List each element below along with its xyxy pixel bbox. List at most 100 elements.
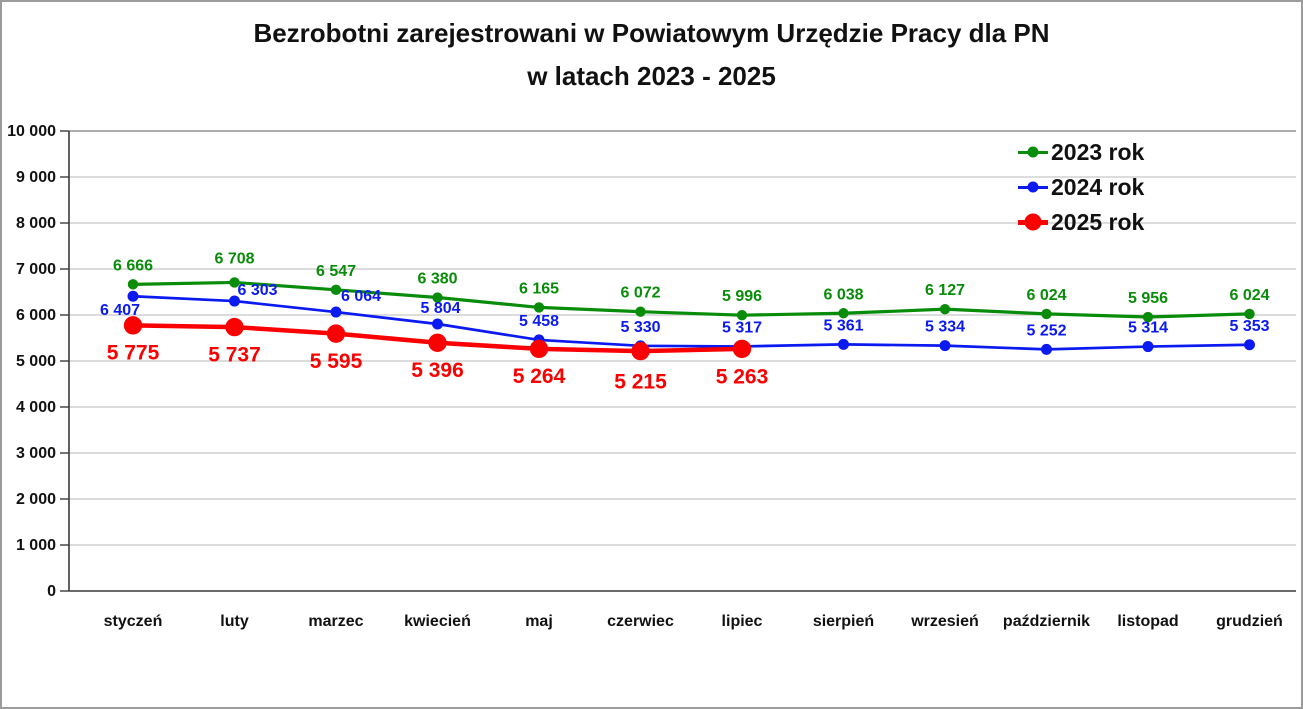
legend-dot-2025-icon — [1024, 213, 1042, 231]
data-label-2023-rok: 6 024 — [1229, 287, 1269, 304]
y-axis-label: 5 000 — [16, 353, 56, 370]
data-point-2025-rok — [428, 333, 447, 352]
x-axis-label: lipiec — [722, 613, 763, 630]
data-point-2023-rok — [838, 308, 849, 319]
data-point-2023-rok — [330, 284, 342, 296]
data-point-2023-rok — [939, 303, 951, 315]
data-label-2023-rok: 6 165 — [519, 280, 559, 297]
data-label-2024-rok: 5 314 — [1128, 320, 1168, 337]
data-label-2023-rok: 6 072 — [620, 285, 660, 302]
legend-label-2023: 2023 rok — [1051, 138, 1145, 165]
x-axis-label: wrzesień — [910, 613, 979, 630]
series-line-2023-rok — [131, 280, 1252, 319]
data-point-2025-rok — [631, 341, 650, 361]
data-point-2025-rok — [529, 339, 549, 359]
y-axis-label: 6 000 — [16, 307, 56, 324]
series-line-2024-rok — [131, 294, 1251, 351]
data-point-2024-rok — [127, 290, 139, 302]
data-label-2024-rok: 5 353 — [1229, 318, 1269, 335]
data-point-2024-rok — [1244, 339, 1255, 351]
data-label-2023-rok: 6 038 — [823, 286, 863, 303]
data-label-2025-rok: 5 595 — [310, 350, 363, 373]
x-axis-label: styczeń — [104, 613, 163, 630]
y-axis-label: 1 000 — [16, 537, 56, 554]
data-point-2025-rok — [732, 339, 752, 359]
chart-title: Bezrobotni zarejestrowani w Powiatowym U… — [2, 12, 1301, 98]
data-point-2024-rok — [1041, 343, 1052, 355]
data-point-2023-rok — [1041, 308, 1052, 320]
data-label-2024-rok: 5 330 — [620, 319, 660, 336]
data-point-2023-rok — [432, 292, 443, 303]
legend-item-2024: 2024 rok — [1018, 174, 1144, 200]
data-label-2025-rok: 5 263 — [716, 365, 769, 388]
x-axis-label: listopad — [1117, 613, 1178, 630]
data-point-2023-rok — [229, 277, 240, 288]
data-label-2023-rok: 6 547 — [316, 263, 356, 280]
data-label-2024-rok: 5 361 — [823, 317, 863, 334]
legend-item-2025: 2025 rok — [1018, 209, 1144, 235]
legend-label-2024: 2024 rok — [1051, 173, 1145, 200]
y-axis-label: 9 000 — [16, 169, 56, 186]
data-label-2023-rok: 5 996 — [722, 288, 762, 305]
legend-line-2023-icon — [1018, 146, 1048, 158]
x-axis-label: październik — [1003, 613, 1090, 630]
data-label-2024-rok: 5 317 — [722, 319, 762, 336]
data-point-2023-rok — [127, 279, 139, 290]
data-label-2025-rok: 5 396 — [411, 359, 464, 382]
data-point-2025-rok — [123, 316, 143, 335]
x-axis-label: marzec — [308, 613, 363, 630]
chart-title-line1: Bezrobotni zarejestrowani w Powiatowym U… — [253, 18, 1050, 48]
data-label-2024-rok: 6 407 — [100, 302, 140, 319]
legend-line-2025-icon — [1018, 213, 1048, 231]
data-point-2025-rok — [326, 324, 346, 343]
y-axis-label: 8 000 — [16, 215, 56, 232]
data-label-2023-rok: 6 024 — [1026, 287, 1066, 304]
data-label-2024-rok: 5 334 — [925, 319, 965, 336]
data-point-2023-rok — [635, 306, 646, 317]
data-label-2025-rok: 5 737 — [208, 343, 261, 366]
y-axis-label: 3 000 — [16, 445, 56, 462]
data-point-2024-rok — [229, 295, 240, 307]
data-point-2023-rok — [1244, 308, 1255, 320]
x-axis-label: kwiecień — [404, 613, 471, 630]
legend-dot-2023-icon — [1027, 146, 1039, 158]
chart-title-line2: w latach 2023 - 2025 — [527, 61, 776, 91]
data-point-2024-rok — [432, 318, 443, 330]
data-label-2024-rok: 5 458 — [519, 313, 559, 330]
y-axis-label: 2 000 — [16, 491, 56, 508]
data-point-2023-rok — [736, 309, 748, 321]
data-label-2025-rok: 5 775 — [107, 342, 160, 365]
data-label-2023-rok: 5 956 — [1128, 290, 1168, 307]
data-label-2024-rok: 6 064 — [341, 288, 381, 305]
data-point-2023-rok — [533, 302, 545, 313]
y-axis-label: 0 — [47, 583, 56, 600]
y-axis-label: 7 000 — [16, 261, 56, 278]
x-axis-label: sierpień — [813, 613, 874, 630]
data-label-2023-rok: 6 666 — [113, 257, 153, 274]
legend-item-2023: 2023 rok — [1018, 139, 1144, 165]
legend-dot-2024-icon — [1027, 181, 1039, 193]
y-axis-label: 4 000 — [16, 399, 56, 416]
data-label-2025-rok: 5 215 — [614, 370, 667, 393]
data-point-2024-rok — [939, 340, 951, 352]
chart-legend: 2023 rok 2024 rok 2025 rok — [1018, 139, 1144, 244]
data-label-2023-rok: 6 127 — [925, 282, 965, 299]
data-label-2024-rok: 6 303 — [237, 282, 277, 299]
y-axis-label: 10 000 — [7, 123, 56, 140]
legend-line-2024-icon — [1018, 181, 1048, 193]
legend-label-2025: 2025 rok — [1051, 208, 1145, 235]
data-point-2023-rok — [1142, 311, 1154, 323]
data-label-2024-rok: 5 252 — [1026, 322, 1066, 339]
data-label-2025-rok: 5 264 — [513, 365, 566, 388]
x-axis-label: grudzień — [1216, 613, 1283, 630]
x-axis-label: maj — [525, 613, 553, 630]
x-axis-label: luty — [220, 613, 249, 630]
data-point-2025-rok — [225, 317, 244, 337]
data-label-2024-rok: 5 804 — [420, 300, 460, 317]
data-label-2023-rok: 6 708 — [214, 250, 254, 267]
x-axis-label: czerwiec — [607, 613, 674, 630]
data-point-2024-rok — [838, 338, 849, 350]
data-point-2024-rok — [1142, 341, 1154, 353]
